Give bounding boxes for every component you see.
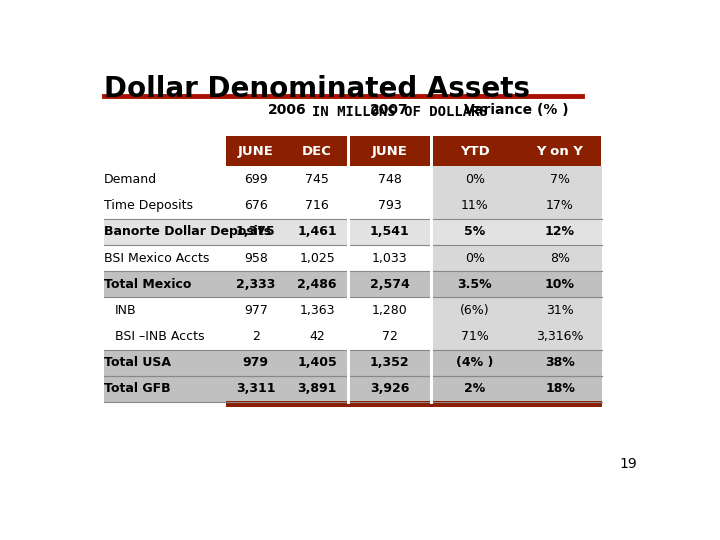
Text: 958: 958 [244,252,268,265]
Text: 2,333: 2,333 [236,278,276,291]
Text: 3,926: 3,926 [370,382,409,395]
Bar [431,219,601,245]
Text: 19: 19 [619,457,637,471]
Bar [104,219,601,245]
Bar [431,271,601,298]
Text: 1,363: 1,363 [300,304,335,317]
Text: 1,375: 1,375 [236,225,276,238]
Text: 0%: 0% [465,252,485,265]
Bar [431,350,601,376]
Text: 699: 699 [244,173,268,186]
Bar [104,193,601,219]
Bar [104,166,601,193]
Text: Demand: Demand [104,173,157,186]
Text: 3,311: 3,311 [236,382,276,395]
Text: Total GFB: Total GFB [104,382,171,395]
Text: (6%): (6%) [460,304,490,317]
Text: 748: 748 [377,173,402,186]
Text: 793: 793 [378,199,402,212]
Bar [431,193,601,219]
Text: Total Mexico: Total Mexico [104,278,192,291]
Text: 12%: 12% [545,225,575,238]
Text: 2007: 2007 [370,103,409,117]
Text: 3,316%: 3,316% [536,330,584,343]
Bar [349,136,431,166]
Bar [104,376,601,402]
Text: 0%: 0% [465,173,485,186]
Text: 2%: 2% [464,382,485,395]
Text: 1,352: 1,352 [370,356,410,369]
Text: Time Deposits: Time Deposits [104,199,193,212]
Text: 1,025: 1,025 [300,252,335,265]
Bar [104,245,601,271]
Text: YTD: YTD [460,145,490,158]
Text: 676: 676 [244,199,268,212]
Text: 745: 745 [305,173,329,186]
Text: 11%: 11% [461,199,489,212]
Text: 2,574: 2,574 [369,278,410,291]
Text: 17%: 17% [546,199,574,212]
Text: 5%: 5% [464,225,485,238]
Text: 979: 979 [243,356,269,369]
Text: 977: 977 [244,304,268,317]
Bar [104,271,601,298]
Bar [431,323,601,350]
Text: JUNE: JUNE [238,145,274,158]
Text: DEC: DEC [302,145,332,158]
Text: 1,033: 1,033 [372,252,408,265]
Bar [432,136,600,166]
Text: Dollar Denominated Assets: Dollar Denominated Assets [104,75,530,103]
Text: 38%: 38% [545,356,575,369]
Text: INB: INB [114,304,136,317]
Text: 71%: 71% [461,330,489,343]
Text: Total USA: Total USA [104,356,171,369]
Text: JUNE: JUNE [372,145,408,158]
Bar [431,298,601,323]
Bar [431,376,601,402]
Bar [104,298,601,323]
Bar [226,136,347,166]
Text: 7%: 7% [550,173,570,186]
Text: 8%: 8% [550,252,570,265]
Bar [104,323,601,350]
Text: 1,541: 1,541 [369,225,410,238]
Text: 42: 42 [309,330,325,343]
Text: Variance (% ): Variance (% ) [464,103,569,117]
Text: 2,486: 2,486 [297,278,337,291]
Bar [431,245,601,271]
Text: 1,461: 1,461 [297,225,337,238]
Text: Banorte Dollar Deposits: Banorte Dollar Deposits [104,225,271,238]
Text: (4% ): (4% ) [456,356,493,369]
Text: 72: 72 [382,330,397,343]
Text: 1,405: 1,405 [297,356,337,369]
Text: BSI Mexico Accts: BSI Mexico Accts [104,252,210,265]
Bar [431,166,601,193]
Text: 1,280: 1,280 [372,304,408,317]
Text: 10%: 10% [545,278,575,291]
Bar [225,401,601,407]
Text: 3.5%: 3.5% [457,278,492,291]
Text: 2: 2 [252,330,260,343]
Text: IN MILLONS OF DOLLARS: IN MILLONS OF DOLLARS [312,105,488,119]
Text: 3,891: 3,891 [297,382,337,395]
Text: 31%: 31% [546,304,574,317]
Bar [104,350,601,376]
Text: Y on Y: Y on Y [536,145,583,158]
Text: BSI –INB Accts: BSI –INB Accts [114,330,204,343]
Text: 18%: 18% [545,382,575,395]
Text: 2006: 2006 [268,103,306,117]
Text: 716: 716 [305,199,329,212]
